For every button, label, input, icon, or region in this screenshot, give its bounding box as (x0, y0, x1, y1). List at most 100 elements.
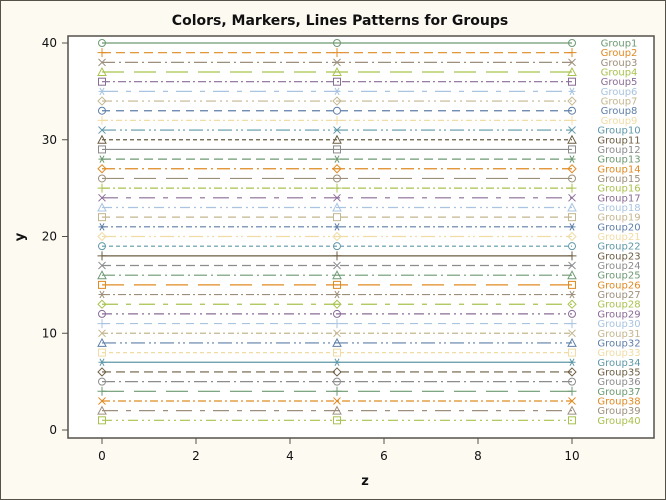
x-marker-icon (333, 261, 341, 270)
x-tick-label: 0 (98, 449, 106, 463)
legend-label: Group26 (597, 280, 640, 291)
triangle-marker-icon (567, 270, 577, 280)
asterisk-marker-icon (568, 155, 576, 163)
triangle-marker-icon (97, 337, 107, 347)
series-group1 (98, 39, 576, 47)
y-tick-label: 30 (42, 133, 57, 147)
series-group17 (98, 193, 576, 202)
y-tick-label: 10 (42, 326, 57, 340)
plus-marker-icon (567, 251, 577, 261)
circle-marker-icon (568, 106, 576, 115)
series-group19 (98, 213, 576, 222)
circle-marker-icon (568, 309, 576, 318)
series-group11 (97, 134, 577, 144)
asterisk-marker-icon (568, 87, 576, 96)
triangle-marker-icon (332, 337, 342, 347)
plus-marker-icon (332, 115, 342, 125)
x-marker-icon (98, 397, 106, 405)
triangle-marker-icon (567, 405, 577, 415)
plus-marker-icon (97, 319, 107, 329)
diamond-marker-icon (332, 96, 342, 106)
x-tick-label: 8 (474, 449, 482, 463)
circle-marker-icon (568, 39, 576, 47)
series-group26 (98, 280, 576, 289)
legend-label: Group37 (597, 387, 640, 398)
plus-marker-icon (332, 319, 342, 329)
x-tick-label: 4 (286, 449, 294, 463)
asterisk-marker-icon (568, 223, 576, 231)
x-marker-icon (568, 126, 576, 134)
series-group14 (97, 164, 577, 174)
square-marker-icon (568, 145, 576, 154)
plus-marker-icon (567, 115, 577, 125)
legend-label: Group36 (597, 377, 640, 388)
series-group18 (97, 202, 577, 212)
square-marker-icon (333, 213, 341, 222)
legend-label: Group24 (597, 261, 640, 272)
triangle-marker-icon (567, 337, 577, 347)
series-group13 (98, 155, 576, 163)
y-tick-label: 40 (42, 36, 57, 50)
series-group22 (98, 242, 576, 251)
series-group37 (97, 386, 577, 396)
diamond-marker-icon (97, 164, 107, 174)
asterisk-marker-icon (333, 290, 341, 299)
series-group28 (97, 299, 577, 309)
triangle-marker-icon (332, 202, 342, 212)
legend-label: Group17 (597, 193, 640, 204)
square-marker-icon (333, 348, 341, 357)
x-marker-icon (568, 261, 576, 270)
triangle-marker-icon (97, 66, 107, 77)
series-group38 (98, 397, 576, 405)
x-marker-icon (333, 329, 341, 338)
plus-marker-icon (332, 251, 342, 261)
diamond-marker-icon (97, 231, 107, 242)
circle-marker-icon (98, 242, 106, 251)
triangle-marker-icon (332, 134, 342, 144)
series-group24 (98, 261, 576, 270)
circle-marker-icon (333, 39, 341, 47)
square-marker-icon (568, 77, 576, 86)
series-group12 (98, 145, 576, 154)
legend-label: Group25 (597, 271, 640, 282)
plus-marker-icon (97, 183, 107, 193)
circle-marker-icon (98, 106, 106, 115)
series-group2 (97, 48, 577, 58)
square-marker-icon (98, 213, 106, 222)
plus-marker-icon (97, 251, 107, 261)
plus-marker-icon (97, 115, 107, 125)
legend-label: Group38 (597, 396, 640, 407)
series-group5 (98, 77, 576, 86)
asterisk-marker-icon (333, 223, 341, 231)
legend-label: Group40 (597, 416, 640, 427)
series-group39 (97, 405, 577, 415)
legend-label: Group14 (597, 164, 640, 175)
legend-label: Group29 (597, 309, 640, 320)
series-group4 (97, 66, 577, 77)
diamond-marker-icon (567, 367, 577, 377)
x-tick-label: 10 (564, 449, 579, 463)
triangle-marker-icon (97, 134, 107, 144)
series-group36 (98, 377, 576, 386)
square-marker-icon (568, 348, 576, 357)
legend-label: Group19 (597, 213, 640, 224)
square-marker-icon (568, 416, 576, 425)
triangle-marker-icon (97, 405, 107, 415)
series-layer (97, 39, 577, 425)
plus-marker-icon (97, 386, 107, 396)
series-group20 (98, 223, 576, 231)
circle-marker-icon (98, 39, 106, 47)
triangle-marker-icon (567, 134, 577, 144)
diamond-marker-icon (332, 231, 342, 242)
x-marker-icon (568, 329, 576, 338)
series-group6 (98, 87, 576, 96)
legend-label: Group28 (597, 300, 640, 311)
series-group10 (98, 126, 576, 134)
diamond-marker-icon (97, 299, 107, 309)
triangle-marker-icon (567, 66, 577, 77)
diamond-marker-icon (332, 367, 342, 377)
legend-label: Group8 (601, 106, 638, 117)
legend-label: Group22 (597, 242, 640, 253)
legend-label: Group15 (597, 174, 640, 185)
